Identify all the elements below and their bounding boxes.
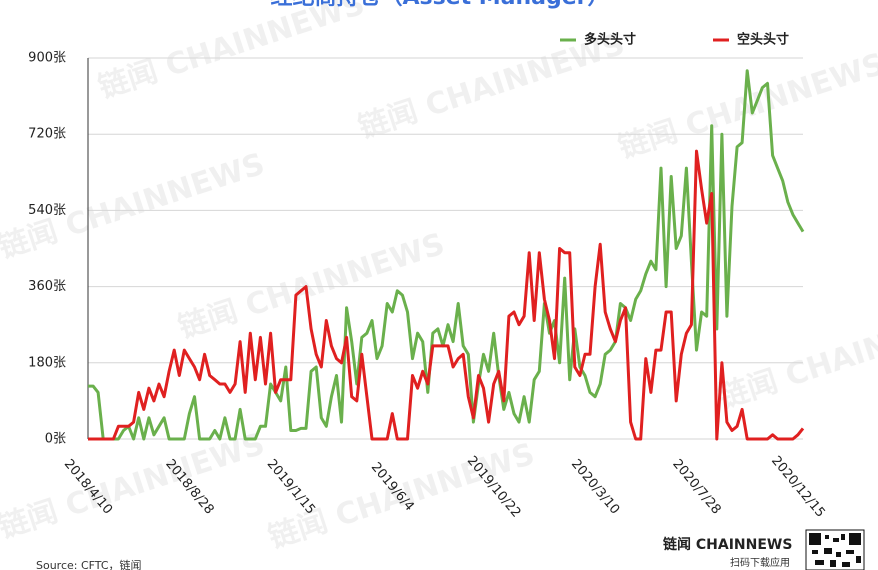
qr-code (805, 529, 865, 570)
chart-title: 经纪商持仓（Asset Manager） (270, 0, 609, 10)
legend-label: 多头头寸 (584, 32, 636, 48)
y-tick-label: 360张 (28, 279, 66, 294)
y-tick-label: 900张 (28, 51, 66, 66)
y-tick-label: 0张 (45, 432, 66, 447)
legend-label: 空头头寸 (737, 32, 789, 48)
y-tick-label: 540张 (28, 203, 66, 218)
logo: 链闻 CHAINNEWS (663, 536, 792, 553)
series-line (88, 149, 805, 441)
y-tick-label: 180张 (28, 355, 66, 370)
source: Source: CFTC，链闻 (36, 558, 142, 570)
logo-caption: 扫码下载应用 (730, 556, 790, 569)
series-line (88, 69, 805, 441)
y-tick-label: 720张 (28, 127, 66, 142)
